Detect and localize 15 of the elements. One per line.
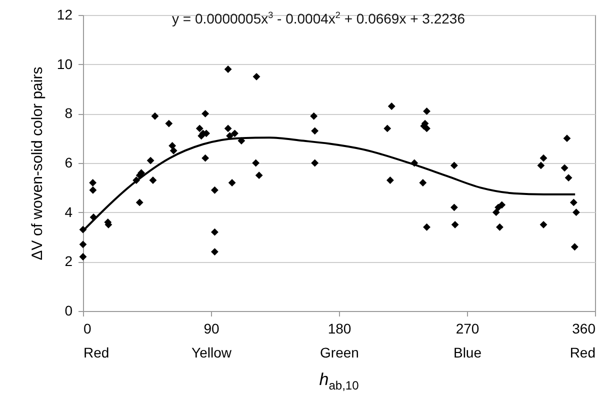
- y-tick-label: 8: [64, 105, 73, 122]
- y-tick-label: 2: [64, 253, 73, 270]
- annotation: y = 0.0000005x$^{3}$ - 0.0004x$^{2}$ + 0.0669x + 3.2236: [172, 10, 465, 27]
- x-axis-title: h$_{ab,10}$: [318, 370, 360, 392]
- y-tick-label: 12: [56, 6, 73, 22]
- x-tick-label: 180 Green: [320, 320, 359, 360]
- y-axis-title: ΔV of woven-solid color pairs: [28, 66, 46, 260]
- y-tick-label: 6: [64, 154, 73, 170]
- x-tick-label: 270 Blue: [453, 320, 482, 360]
- y-tick-label: 10: [56, 56, 73, 72]
- y-tick-label: 4: [64, 204, 73, 220]
- x-tick-label: 90 Yellow: [192, 320, 232, 360]
- x-tick-label: 0 Red: [84, 320, 110, 360]
- y-tick-label: 0: [64, 302, 73, 318]
- x-tick-label: 360 Red: [570, 320, 596, 360]
